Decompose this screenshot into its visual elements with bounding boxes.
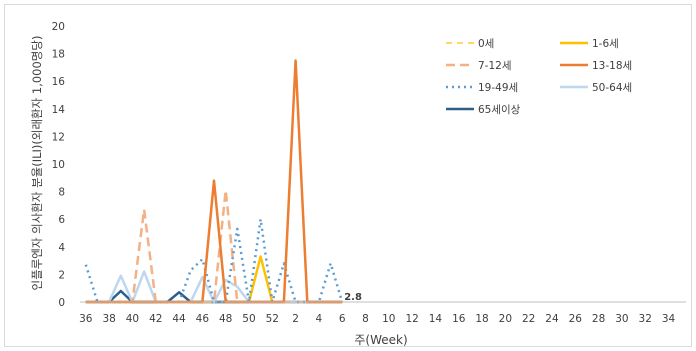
series-line-13-18세 [85,59,343,304]
x-tick-label: 46 [196,313,210,325]
x-tick-label: 6 [339,313,346,325]
y-tick-label: 2 [58,269,65,281]
y-axis-label: 인플루엔자 의사환자 분율(ILI)(외래환자 1,000명당) [30,36,44,291]
x-tick-label: 48 [219,313,232,325]
x-tick-label: 14 [429,313,443,325]
x-tick-label: 50 [242,313,255,325]
x-tick-label: 52 [266,313,279,325]
y-tick-label: 0 [58,297,65,309]
legend-label: 13-18세 [592,60,632,72]
y-axis: 0 2 4 6 8 10 12 14 16 18 20 [52,21,66,309]
x-tick-label: 32 [639,313,652,325]
x-tick-label: 40 [126,313,139,325]
legend: 0세 1-6세 7-12세 13-18세 19-49세 50-64세 65세이상 [446,38,632,116]
series-lines [84,59,344,304]
x-tick-label: 36 [79,313,93,325]
legend-label: 50-64세 [592,82,632,94]
x-tick-label: 26 [569,313,583,325]
x-tick-label: 30 [615,313,628,325]
legend-label: 65세이상 [478,104,521,116]
y-tick-label: 18 [52,49,65,61]
x-tick-label: 22 [522,313,535,325]
y-tick-label: 20 [52,21,65,33]
legend-label: 7-12세 [478,60,512,72]
x-tick-label: 4 [316,313,323,325]
y-tick-label: 12 [52,131,65,143]
x-tick-label: 24 [545,313,559,325]
y-tick-label: 6 [58,214,65,226]
y-tick-label: 14 [52,104,66,116]
x-tick-label: 20 [499,313,512,325]
x-axis-label: 주(Week) [354,333,407,347]
x-tick-label: 18 [475,313,488,325]
x-tick-label: 42 [149,313,162,325]
x-tick-label: 28 [592,313,605,325]
y-tick-label: 16 [52,76,66,88]
data-label-annotation: 2.8 [344,292,362,303]
x-tick-label: 10 [382,313,395,325]
y-tick-label: 10 [52,159,65,171]
x-tick-label: 2 [292,313,299,325]
chart-frame [4,4,692,347]
y-tick-label: 4 [58,242,65,254]
legend-label: 0세 [478,38,494,50]
y-tick-label: 8 [58,187,65,199]
legend-label: 19-49세 [478,82,518,94]
x-tick-label: 16 [452,313,466,325]
legend-label: 1-6세 [592,38,619,50]
x-tick-label: 12 [405,313,418,325]
x-axis: 36 38 40 42 44 46 48 50 52 2 4 6 8 10 12 14 16 18 20 22 24 26… [79,301,686,325]
x-tick-label: 44 [172,313,186,325]
x-tick-label: 8 [362,313,369,325]
x-tick-label: 34 [662,313,676,325]
x-tick-label: 38 [102,313,115,325]
